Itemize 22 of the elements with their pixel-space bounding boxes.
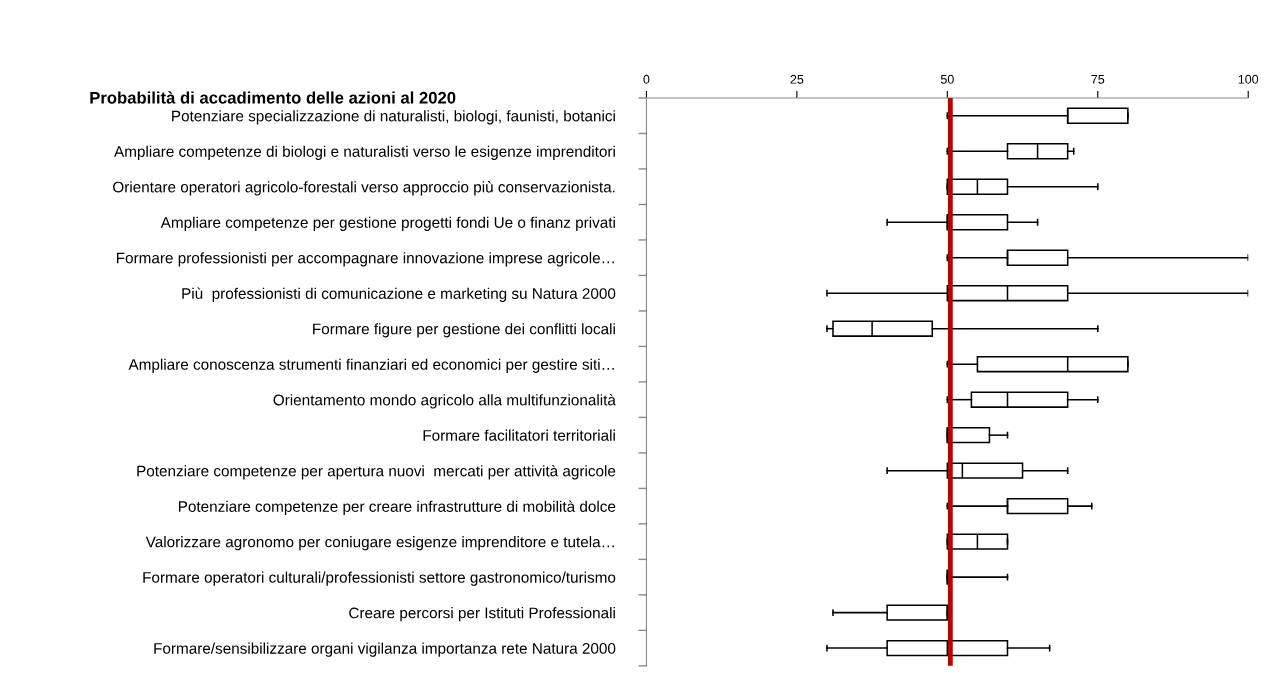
y-tick-label: Formare/sensibilizzare organi vigilanza importanza rete Natura 2000	[154, 642, 616, 657]
y-tick-label: Formare professionisti per accompagnare innovazione imprese agricole…	[117, 252, 614, 267]
y-tick-label: Ampliare competenze per gestione progetti fondi Ue o finanz privati	[160, 216, 615, 231]
x-tick-label: 100	[1238, 74, 1259, 84]
y-tick-label: Più professionisti di comunicazione e marketing su Natura 2000	[182, 287, 616, 302]
y-tick-label: Potenziare competenze per apertura nuovi mercati per attività agricole	[137, 465, 616, 480]
x-tick-label: 0	[643, 74, 650, 84]
y-tick-label: Creare percorsi per Istituti Professionali	[349, 607, 615, 622]
y-tick-label: Potenziare competenze per creare infrastrutture di mobilità dolce	[178, 500, 616, 515]
y-tick-label: Formare facilitatori territoriali	[423, 429, 615, 441]
y-tick-label: Orientare operatori agricolo-forestali verso approccio più conservazionista.	[113, 181, 615, 196]
x-tick-label: 75	[1091, 74, 1105, 84]
x-tick-label: 25	[790, 74, 804, 84]
y-tick-label: Formare operatori culturali/professionisti settore gastronomico/turismo	[143, 571, 616, 586]
x-tick-label: 50	[940, 74, 954, 84]
y-tick-label: Potenziare specializzazione di naturalisti, biologi, faunisti, botanici	[172, 110, 615, 125]
y-tick-label: Ampliare competenze di biologi e naturalisti verso le esigenze imprenditori	[114, 145, 615, 160]
text: Probabilità di accadimento delle azioni al 2020	[90, 91, 456, 104]
y-tick-label: Formare figure per gestione dei conflitti locali	[313, 323, 615, 338]
y-tick-label: Orientamento mondo agricolo alla multifunzionalità	[273, 394, 616, 409]
y-tick-label: Ampliare conoscenza strumenti finanziari ed economici per gestire siti…	[128, 358, 614, 373]
y-tick-label: Valorizzare agronomo per coniugare esigenze imprenditore e tutela…	[145, 536, 614, 551]
